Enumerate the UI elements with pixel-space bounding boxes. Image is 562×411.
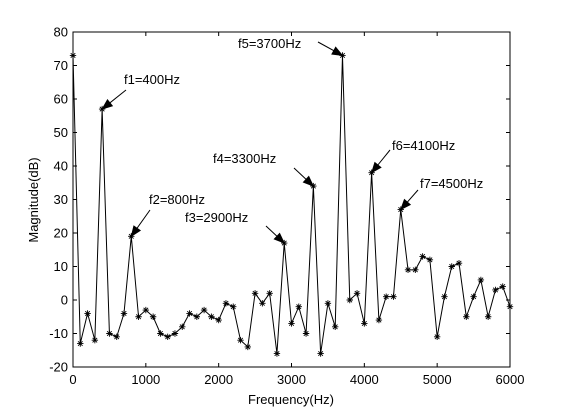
data-point-marker xyxy=(84,310,91,317)
annotation-arrowhead xyxy=(302,175,315,187)
data-point-marker xyxy=(426,256,434,263)
data-point-marker xyxy=(484,313,492,320)
data-point-marker xyxy=(353,290,361,297)
data-point-marker xyxy=(222,300,230,307)
annotation-label: f6=4100Hz xyxy=(392,138,455,153)
data-point-marker xyxy=(142,306,150,314)
data-point-marker xyxy=(412,266,419,274)
data-point-marker xyxy=(477,276,485,284)
data-point-marker xyxy=(499,283,506,290)
data-point-marker xyxy=(77,340,84,347)
data-point-marker xyxy=(149,313,157,320)
data-point-marker xyxy=(157,330,164,337)
y-tick-label: 10 xyxy=(54,259,68,274)
data-point-marker xyxy=(273,350,281,357)
data-point-marker xyxy=(302,330,310,337)
annotation-label: f1=400Hz xyxy=(124,72,180,87)
data-point-marker xyxy=(455,259,463,267)
annotation-label: f3=2900Hz xyxy=(185,210,248,225)
annotation-arrowhead xyxy=(370,161,382,174)
data-point-marker xyxy=(244,343,251,351)
data-point-marker xyxy=(317,350,324,357)
data-point-marker xyxy=(295,303,302,310)
axis-ticks xyxy=(72,31,511,368)
data-point-marker xyxy=(506,303,514,310)
data-point-marker xyxy=(91,337,99,344)
data-point-marker xyxy=(237,337,244,344)
x-tick-label: 1000 xyxy=(131,372,160,387)
annotation-arrowhead xyxy=(101,98,114,110)
data-point-marker xyxy=(332,323,339,330)
data-point-marker xyxy=(69,52,77,59)
y-tick-label: 70 xyxy=(54,58,68,73)
data-point-marker xyxy=(375,316,383,324)
annotation-arrowhead xyxy=(130,225,142,238)
data-point-marker xyxy=(193,313,201,320)
data-point-marker xyxy=(390,293,397,300)
annotation-label: f7=4500Hz xyxy=(420,176,483,191)
x-tick-label: 6000 xyxy=(496,372,525,387)
data-point-marker xyxy=(463,313,470,320)
y-tick-label: -10 xyxy=(49,326,68,341)
annotation-arrowhead xyxy=(400,198,412,211)
data-point-marker xyxy=(346,296,353,304)
data-point-marker xyxy=(441,293,448,300)
x-tick-label: 5000 xyxy=(423,372,452,387)
data-point-marker xyxy=(470,293,477,300)
data-point-marker xyxy=(448,263,455,270)
data-point-marker xyxy=(171,330,179,337)
data-point-marker xyxy=(215,316,222,324)
annotation-arrowhead xyxy=(273,232,286,244)
data-point-marker xyxy=(120,310,128,317)
peak-annotations: f1=400Hz f2=800Hz f3=2900Hz f4=3300Hz f5=370… xyxy=(101,36,483,244)
data-point-marker xyxy=(200,306,208,314)
data-point-marker xyxy=(179,323,186,330)
y-tick-label: 50 xyxy=(54,125,68,140)
y-axis-label: Magnitude(dB) xyxy=(26,157,41,242)
x-tick-labels: 0 1000 2000 3000 4000 5000 6000 xyxy=(69,372,524,387)
y-tick-labels: -20 -10 0 10 20 30 40 50 60 70 80 xyxy=(49,25,68,375)
data-point-marker xyxy=(230,303,237,310)
x-tick-label: 3000 xyxy=(277,372,306,387)
y-tick-label: 20 xyxy=(54,226,68,241)
data-point-marker xyxy=(288,320,295,327)
y-tick-label: 0 xyxy=(61,293,68,308)
y-tick-label: 60 xyxy=(54,92,68,107)
data-point-marker xyxy=(324,300,332,307)
data-point-marker xyxy=(404,266,412,274)
data-point-marker xyxy=(382,293,390,300)
annotation-label: f5=3700Hz xyxy=(238,36,301,51)
data-point-marker xyxy=(135,313,142,320)
y-tick-label: 30 xyxy=(54,192,68,207)
data-point-marker xyxy=(113,333,120,341)
series-markers xyxy=(69,52,514,357)
data-point-marker xyxy=(106,330,113,337)
y-tick-label: 80 xyxy=(54,25,68,40)
x-tick-label: 0 xyxy=(69,372,76,387)
data-point-marker xyxy=(266,290,273,297)
annotation-arrowhead xyxy=(331,46,344,56)
y-tick-label: -20 xyxy=(49,360,68,375)
data-point-marker xyxy=(492,286,499,294)
data-point-marker xyxy=(419,253,426,260)
data-point-marker xyxy=(433,333,441,341)
data-point-marker xyxy=(251,290,259,297)
data-point-marker xyxy=(259,300,266,307)
annotation-label: f2=800Hz xyxy=(149,192,205,207)
x-tick-label: 2000 xyxy=(204,372,233,387)
data-point-marker xyxy=(361,320,368,327)
x-tick-label: 4000 xyxy=(350,372,379,387)
x-axis-label: Frequency(Hz) xyxy=(248,392,334,407)
data-point-marker xyxy=(186,310,193,317)
y-tick-label: 40 xyxy=(54,159,68,174)
data-point-marker xyxy=(164,333,171,341)
data-point-marker xyxy=(208,313,215,320)
annotation-label: f4=3300Hz xyxy=(213,151,276,166)
